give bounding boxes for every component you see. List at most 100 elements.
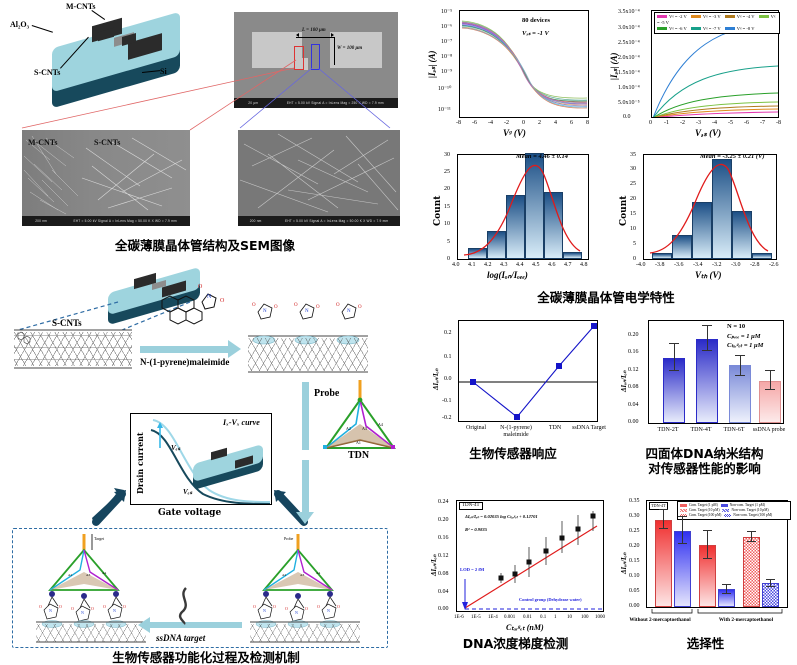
response-ytick-3: 0.1 [444, 354, 452, 360]
vth-xtick-6: -2.8 [750, 262, 760, 268]
panel-tdn-effect: N = 10 Cₚᵣₒₑ = 1 μM Cₜₐᵣᵍₑₜ = 1 μM 0.00 … [612, 318, 797, 488]
caption-response: 生物传感器响应 [469, 446, 557, 461]
onoff-xtick-3: 4.3 [500, 262, 508, 268]
pyrene-maleimide-molecule: N O O [161, 284, 225, 325]
label-probe: Probe [314, 388, 340, 399]
transfer-ytick-3: 10⁻⁸ [441, 54, 453, 60]
onoff-xlabel: log(Iₒₙ/Iₒₑₑ) [487, 270, 528, 280]
tdn-effect-axes-frame: N = 10 Cₚᵣₒₑ = 1 μM Cₜₐᵣᵍₑₜ = 1 μM [648, 320, 784, 424]
arrow-to-curve-left [92, 488, 126, 526]
svg-text:O: O [103, 604, 106, 609]
panel-concentration: TDN-4T [418, 496, 613, 663]
sem-label-s-cnts: S-CNTs [94, 138, 121, 147]
output-xtick-2: -2 [680, 120, 685, 126]
sel-ytick-3: 0.15 [629, 558, 640, 564]
legend-label-vg8: Vᵍ = -8 V [736, 26, 755, 31]
vth-ytick-7: 35 [630, 152, 636, 158]
sel-group-label-0: Without 2-mercaptoethanol [629, 617, 691, 623]
mechanism-zoom-lines [17, 301, 191, 331]
vth-xtick-1: -3.8 [655, 262, 665, 268]
legend-label-com-100pm: Com. Target (100 pM) [689, 513, 722, 517]
label-s-cnts: S-CNTs [34, 68, 61, 77]
tdn-error-ssdna [769, 371, 771, 390]
onoff-xtick-8: 4.8 [580, 262, 588, 268]
svg-text:A3: A3 [86, 573, 91, 577]
conc-xlabel: Cₜₐᵣᵍₑₜ (nM) [506, 623, 544, 632]
tdn-ytick-1: 0.04 [628, 402, 639, 408]
label-m-cnts: M-CNTs [66, 2, 96, 11]
caption-electrical: 全碳薄膜晶体管电学特性 [537, 290, 675, 305]
panel-response: -0.2 -0.1 0.0 0.1 0.2 ΔIₒₙ/Iₒₙ Original … [418, 318, 608, 480]
output-xtick-5: -5 [728, 120, 733, 126]
idvg-xlabel: Gate voltage [158, 508, 222, 518]
panel-electrical: 80 devices Vₔₛ = -1 V 10⁻⁵ 10⁻⁶ 10⁻⁷ 10⁻… [415, 2, 797, 314]
onoff-ytick-5: 25 [444, 169, 450, 175]
sem-footer-interface: EHT = 5.00 kV Signal A = InLens Mag = 50… [73, 219, 177, 223]
response-ytick-2: 0.0 [444, 376, 452, 382]
onoff-ytick-1: 5 [447, 239, 450, 245]
vth-ytick-3: 15 [630, 211, 636, 217]
conc-xtick-2: 1E-4 [488, 615, 498, 620]
tdn-bar-4t [696, 338, 718, 423]
transfer-xtick-1: -6 [472, 120, 477, 126]
svg-text:N: N [207, 294, 212, 300]
svg-text:A4: A4 [102, 571, 107, 575]
transfer-ytick-1: 10⁻⁶ [441, 24, 453, 30]
svg-text:O: O [337, 604, 340, 609]
onoff-ytick-0: 0 [447, 256, 450, 262]
tdn-ytick-5: 0.20 [628, 332, 639, 338]
sem-infobar-scnts: 200 nm EHT = 5.00 kV Signal A = InLens M… [238, 216, 400, 226]
output-xtick-7: -7 [760, 120, 765, 126]
output-axes-frame: Vᵍ = -2 V Vᵍ = -3 V Vᵍ = -4 V Vᵍ = -5 V … [651, 10, 780, 118]
idvg-ylabel: Drain current [135, 432, 145, 494]
idvg-title: Iₓ-Vₓ curve [223, 418, 260, 427]
vth-axes-frame: Mean = -3.25 ± 0.21 (V) [643, 153, 777, 260]
svg-text:O: O [252, 303, 256, 308]
response-ytick-4: 0.2 [444, 330, 452, 336]
chart-onoff-histogram: Mean = 4.46 ± 0.14 0 5 10 15 20 25 30 Co… [425, 150, 600, 286]
sem-length-label: L = 100 μm [302, 28, 326, 33]
output-xtick-8: -8 [776, 120, 781, 126]
reaction-arrow-head [228, 340, 241, 358]
vth-bar-0 [652, 252, 672, 259]
legend-swatch-com-10pm [680, 508, 687, 512]
chart-output-curves: Vᵍ = -2 V Vᵍ = -3 V Vᵍ = -4 V Vᵍ = -5 V … [607, 6, 789, 144]
svg-text:O: O [123, 604, 126, 609]
vth-bar-1 [672, 234, 692, 259]
selectivity-legend: Com. Target (1 pM) Non-com. Target (1 pM… [677, 501, 791, 520]
legend-label-noncom-1pm: Non-com. Target (1 pM) [729, 503, 766, 507]
onoff-ytick-3: 15 [444, 204, 450, 210]
svg-text:O: O [71, 606, 74, 611]
vth-xtick-0: -4.0 [636, 262, 646, 268]
legend-swatch-vg4 [724, 15, 735, 19]
vth-ytick-4: 20 [630, 196, 636, 202]
svg-text:O: O [358, 305, 362, 310]
sem-footer-overview: EHT = 5.00 kV Signal A = InLens Mag = 25… [286, 101, 384, 105]
vth-xtick-2: -3.6 [674, 262, 684, 268]
chart-transfer-curves: 80 devices Vₔₛ = -1 V 10⁻⁵ 10⁻⁶ 10⁻⁷ 10⁻… [425, 6, 600, 144]
conc-xtick-8: 100 [581, 615, 589, 620]
sel-error-com-10pm [707, 531, 708, 559]
legend-swatch-noncom-10pm [722, 508, 730, 512]
vth-bar-2 [692, 201, 712, 259]
legend-label-com-1pm: Com. Target (1 pM) [689, 503, 718, 507]
svg-text:O: O [336, 303, 340, 308]
ssdna-arrow [150, 622, 242, 628]
detection-mechanism-box [12, 528, 388, 648]
transfer-xtick-7: 6 [570, 120, 573, 126]
vth-xtick-4: -3.2 [712, 262, 722, 268]
output-ytick-6: 3.0x10⁻⁴ [618, 25, 640, 31]
conc-xtick-1: 1E-5 [471, 615, 481, 620]
output-xtick-4: -4 [712, 120, 717, 126]
conc-xtick-6: 1 [554, 615, 557, 620]
transfer-ylabel: |Iₔₛ| (A) [427, 50, 437, 78]
selectivity-group-brackets [651, 609, 783, 614]
legend-swatch-vg6 [657, 27, 667, 31]
transfer-axes-frame: 80 devices Vₔₛ = -1 V [459, 10, 589, 118]
onoff-axes-frame: Mean = 4.46 ± 0.14 [457, 153, 589, 260]
tdn-annotation-ctarget: Cₜₐᵣᵍₑₜ = 1 μM [727, 342, 764, 349]
svg-text:A3: A3 [362, 426, 367, 431]
caption-concentration: DNA浓度梯度检测 [462, 636, 569, 651]
transfer-xtick-2: -4 [488, 120, 493, 126]
legend-swatch-com-100pm [680, 513, 687, 517]
